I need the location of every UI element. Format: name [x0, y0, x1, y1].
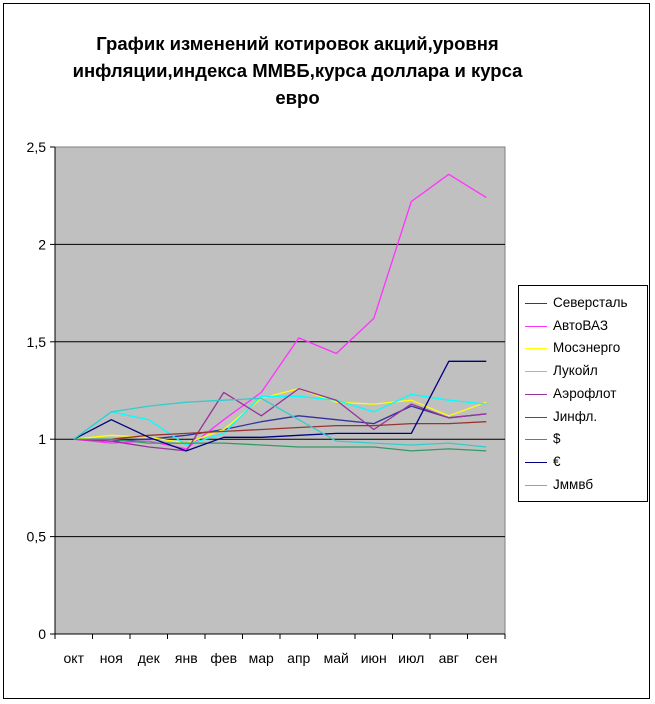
legend-swatch [525, 303, 547, 304]
x-tick-label: окт [64, 650, 85, 666]
legend-item: Лукойл [519, 360, 647, 382]
series-line [73, 438, 487, 452]
series-line [73, 393, 487, 446]
series-line [73, 387, 487, 452]
x-tick-label: май [324, 650, 349, 666]
series-line [73, 360, 487, 452]
legend-item: Северсталь [519, 292, 647, 314]
series-line [73, 173, 487, 450]
legend-item: Аэрофлот [519, 383, 647, 405]
y-tick-label: 0,5 [27, 529, 47, 545]
legend-label: Мосэнерго [553, 340, 621, 356]
x-tick-label: июл [398, 650, 424, 666]
x-tick-label: июн [361, 650, 387, 666]
legend-label: Jммвб [553, 476, 594, 492]
y-tick-label: 2,5 [27, 139, 47, 155]
legend-label: € [553, 453, 561, 469]
legend-label: $ [553, 431, 561, 447]
x-tick-label: янв [175, 650, 198, 666]
series-line [73, 421, 487, 440]
y-tick-label: 2 [38, 236, 46, 252]
x-tick-label: дек [138, 650, 161, 666]
x-tick-label: апр [287, 650, 310, 666]
legend-item: АвтоВАЗ [519, 315, 647, 337]
legend-swatch [525, 325, 547, 327]
series-line [73, 387, 487, 444]
legend-item: Мосэнерго [519, 337, 647, 359]
legend-swatch [525, 371, 547, 373]
x-tick-label: мар [249, 650, 274, 666]
legend-swatch [525, 484, 547, 486]
legend-swatch [525, 348, 547, 350]
series-line [73, 405, 487, 442]
legend-swatch [525, 393, 547, 395]
legend-swatch [525, 439, 547, 441]
x-tick-label: ноя [100, 650, 123, 666]
legend-item: $ [519, 428, 647, 450]
legend-item: Jммвб [519, 474, 647, 496]
x-tick-label: авг [439, 650, 459, 666]
legend-swatch [525, 416, 547, 418]
legend-item: € [519, 451, 647, 473]
legend-item: Jинфл. [519, 406, 647, 428]
series-line [73, 397, 487, 448]
x-tick-label: сен [475, 650, 498, 666]
legend-label: АвтоВАЗ [553, 317, 608, 333]
legend-label: Лукойл [553, 363, 598, 379]
y-tick-label: 0 [38, 626, 46, 642]
y-tick-label: 1,5 [27, 334, 47, 350]
legend-swatch [525, 461, 547, 463]
legend-label: Северсталь [553, 295, 628, 310]
y-tick-label: 1 [38, 431, 46, 447]
x-tick-label: фев [210, 650, 237, 666]
legend-label: Аэрофлот [553, 385, 617, 401]
legend-label: Jинфл. [553, 408, 598, 424]
plot-area [54, 146, 506, 635]
chart-legend: Северсталь АвтоВАЗ Мосэнерго Лукойл Аэрофлот… [518, 285, 648, 502]
chart-title: График изменений котировок акций,уровня … [72, 33, 523, 108]
